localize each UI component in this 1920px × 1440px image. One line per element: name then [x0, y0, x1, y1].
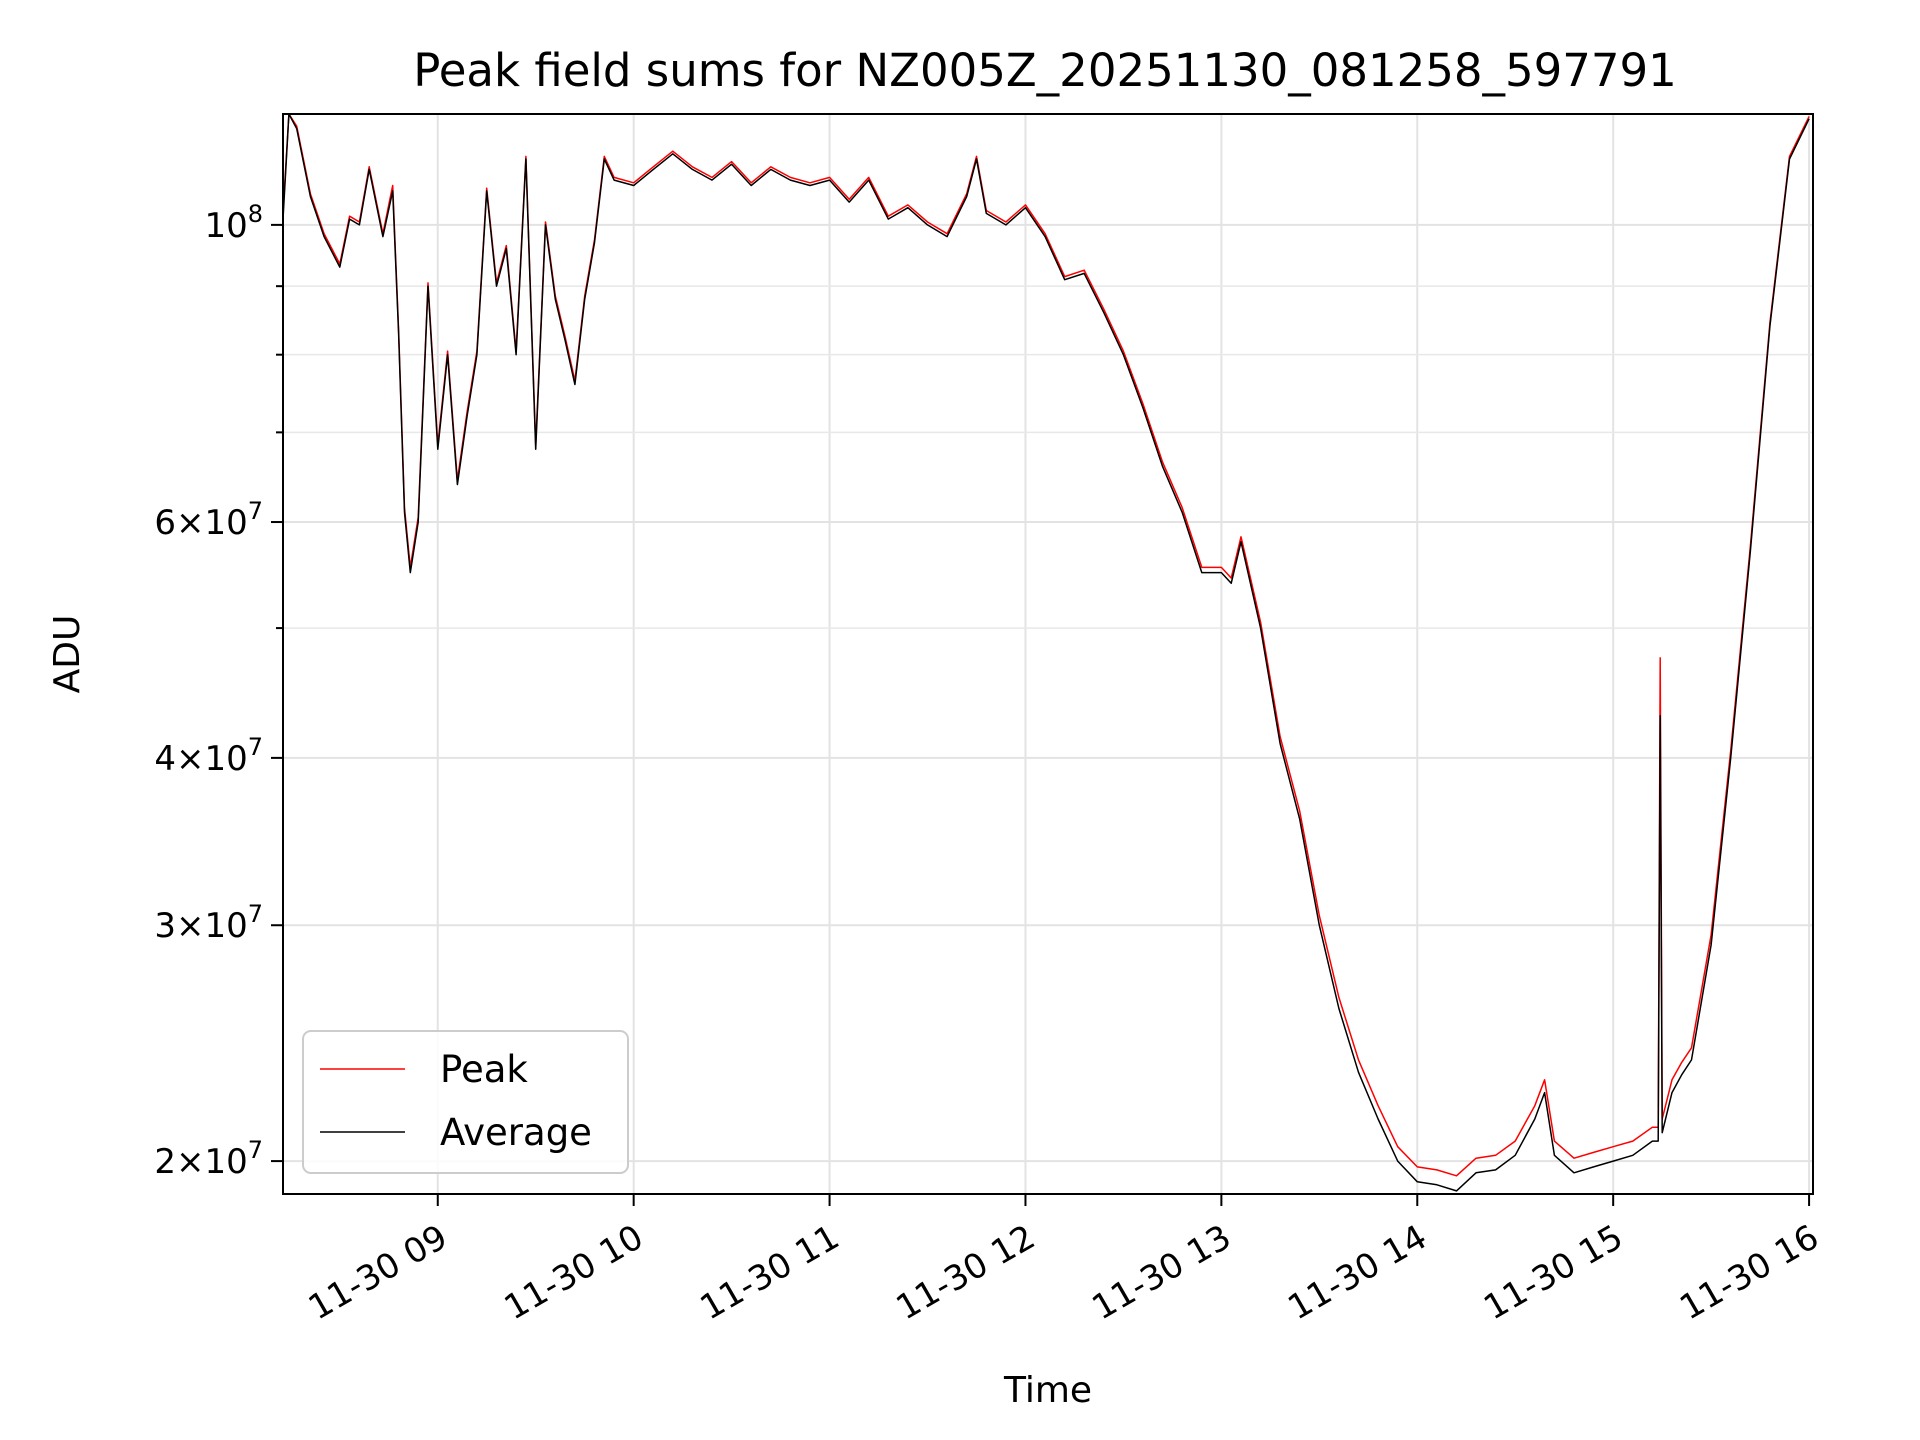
- legend: Peak Average: [302, 1030, 629, 1174]
- series-line-average: [283, 114, 1810, 1192]
- legend-frame: [302, 1030, 629, 1174]
- y-tick-label: 3×107: [154, 900, 263, 946]
- plot-area-frame: [282, 113, 1814, 1195]
- y-tick-label: 4×107: [154, 733, 263, 779]
- plot-series-group: [283, 114, 1810, 1192]
- legend-peak-label: Peak: [440, 1048, 528, 1091]
- y-tick-label: 2×107: [154, 1136, 263, 1182]
- chart-title: Peak field sums for NZ005Z_20251130_0812…: [413, 44, 1677, 97]
- grid: [283, 114, 1813, 1194]
- series-line-peak: [283, 114, 1810, 1177]
- y-tick-label: 6×107: [154, 497, 263, 543]
- legend-average-label: Average: [440, 1111, 592, 1154]
- y-axis-label: ADU: [47, 615, 88, 694]
- x-axis-label: Time: [1003, 1370, 1092, 1411]
